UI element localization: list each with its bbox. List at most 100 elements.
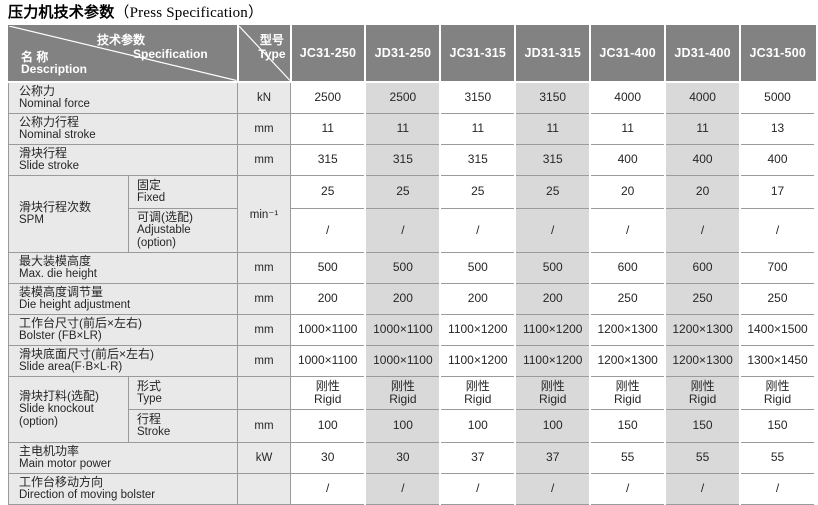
spec-label-en: Max. die height — [19, 267, 97, 280]
value-cell: 500 — [439, 251, 517, 284]
value-cell: 1000×1100 — [290, 313, 367, 346]
value-cell: / — [439, 207, 517, 253]
value-cell: 2500 — [364, 81, 442, 114]
spec-label-zh: 主电机功率 — [19, 443, 80, 458]
group-label-en: Slide knockout (option) — [19, 402, 94, 428]
model-header-JD31-250: JD31-250 — [364, 25, 441, 83]
sub-label-en: Type — [137, 392, 162, 405]
value-cell: 1100×1200 — [439, 313, 517, 346]
sub-label-en: Stroke — [137, 425, 171, 438]
value-cell: 30 — [290, 441, 367, 474]
type-header-zh: 型号 — [259, 33, 284, 47]
spec-label-en: Slide stroke — [19, 159, 80, 172]
spec-label-en: Nominal force — [19, 97, 90, 110]
sub-label-cell: 可调(选配) Adjustable (option) — [128, 207, 238, 253]
sub-label-zh: 形式 — [137, 378, 162, 393]
type-header-cell: 型号 Type — [236, 25, 291, 83]
value-cell: 100 — [290, 408, 367, 443]
value-cell: 25 — [364, 174, 442, 209]
value-cell: / — [364, 207, 442, 253]
table-row: 滑块底面尺寸(前后×左右) Slide area(F·B×L·R) mm 1000×1… — [8, 344, 816, 377]
spec-label-zh: 滑块底面尺寸(前后×左右) — [19, 346, 155, 361]
value-cell: / — [290, 207, 367, 253]
value-cell: 刚性 Rigid — [514, 375, 592, 410]
group-label-cell: 滑块行程次数 SPM — [8, 174, 129, 253]
sub-label-zh: 行程 — [137, 411, 162, 426]
value-cell: 600 — [664, 251, 742, 284]
value-cell: 3150 — [439, 81, 517, 114]
value-cell: 250 — [589, 282, 667, 315]
value-cell: 1200×1300 — [589, 344, 667, 377]
spec-label-zh: 公称力行程 — [19, 114, 80, 129]
value-cell: 25 — [439, 174, 517, 209]
sub-label-zh: 固定 — [137, 177, 162, 192]
unit-cell — [237, 375, 291, 410]
value-cell: 200 — [439, 282, 517, 315]
value-cell: 100 — [514, 408, 592, 443]
value-cell: 1200×1300 — [664, 313, 742, 346]
value-cell: 1200×1300 — [589, 313, 667, 346]
value-cell: 37 — [514, 441, 592, 474]
value-cell: 315 — [364, 143, 442, 176]
value-cell: 20 — [589, 174, 667, 209]
sub-label-cell: 行程 Stroke — [128, 408, 238, 443]
value-cell: / — [290, 472, 367, 505]
spec-label-zh: 装模高度调节量 — [19, 284, 104, 299]
spec-label-zh: 工作台移动方向 — [19, 474, 104, 489]
model-header-JC31-315: JC31-315 — [439, 25, 516, 83]
table-row: 主电机功率 Main motor power kW 30 30 37 37 55 55 55 — [8, 441, 816, 474]
value-cell: 1400×1500 — [739, 313, 816, 346]
table-row: 工作台移动方向 Direction of moving bolster / / / / / /… — [8, 472, 816, 505]
group-label-zh: 滑块打料(选配) — [19, 388, 99, 403]
value-cell: / — [514, 472, 592, 505]
table-row: 滑块打料(选配) Slide knockout (option) 形式 Type 刚性 … — [8, 375, 816, 443]
value-cell: 315 — [514, 143, 592, 176]
type-header-label: 型号 Type — [258, 33, 285, 61]
value-cell: 200 — [364, 282, 442, 315]
group-label-en: SPM — [19, 213, 44, 226]
spec-label-cell: 工作台移动方向 Direction of moving bolster — [8, 472, 238, 505]
model-header-JD31-400: JD31-400 — [664, 25, 741, 83]
table-row: 公称力行程 Nominal stroke mm 11 11 11 11 11 11 13 — [8, 112, 816, 145]
value-cell: 250 — [739, 282, 816, 315]
value-cell: 刚性 Rigid — [364, 375, 442, 410]
model-header-JC31-500: JC31-500 — [739, 25, 816, 83]
unit-cell: kN — [237, 81, 291, 114]
value-cell: 55 — [739, 441, 816, 474]
value-cell: 400 — [739, 143, 816, 176]
unit-cell: mm — [237, 251, 291, 284]
value-cell: 11 — [664, 112, 742, 145]
value-cell: 11 — [514, 112, 592, 145]
table-row: 行程 Stroke mm 100 100 100 100 150 150 150 — [9, 408, 816, 443]
spec-label-en: Direction of moving bolster — [19, 488, 156, 501]
value-cell: 100 — [439, 408, 517, 443]
value-cell: 刚性 Rigid — [664, 375, 742, 410]
value-cell: / — [589, 472, 667, 505]
value-cell: 11 — [589, 112, 667, 145]
table-row: 工作台尺寸(前后×左右) Bolster (FB×LR) mm 1000×1100 10… — [8, 313, 816, 346]
page-title-zh: 压力机技术参数 — [8, 4, 115, 21]
table-row: 装模高度调节量 Die height adjustment mm 200 200 200 2… — [8, 282, 816, 315]
value-cell: / — [664, 207, 742, 253]
unit-cell — [237, 472, 291, 505]
unit-cell: mm — [237, 143, 291, 176]
spec-table: 技术参数 Specification 名 称 Description 型号 Typ… — [8, 25, 816, 505]
spec-label-cell: 公称力 Nominal force — [8, 81, 238, 114]
spec-label-cell: 主电机功率 Main motor power — [8, 441, 238, 474]
value-cell: 刚性 Rigid — [439, 375, 517, 410]
value-cell: 刚性 Rigid — [739, 375, 816, 410]
unit-cell: mm — [237, 282, 291, 315]
value-cell: / — [364, 472, 442, 505]
value-cell: 600 — [589, 251, 667, 284]
spec-label-cell: 装模高度调节量 Die height adjustment — [8, 282, 238, 315]
diagonal-divider-icon — [9, 26, 237, 81]
sub-label-cell: 固定 Fixed — [128, 174, 238, 209]
spec-label-en: Bolster (FB×LR) — [19, 329, 102, 342]
type-header-en: Type — [258, 47, 286, 61]
header-name-label-zh: 名 称 — [21, 50, 49, 64]
value-cell: 13 — [739, 112, 816, 145]
unit-cell: mm — [237, 112, 291, 145]
value-cell: 100 — [364, 408, 442, 443]
spec-label-cell: 公称力行程 Nominal stroke — [8, 112, 238, 145]
value-cell: 200 — [290, 282, 367, 315]
